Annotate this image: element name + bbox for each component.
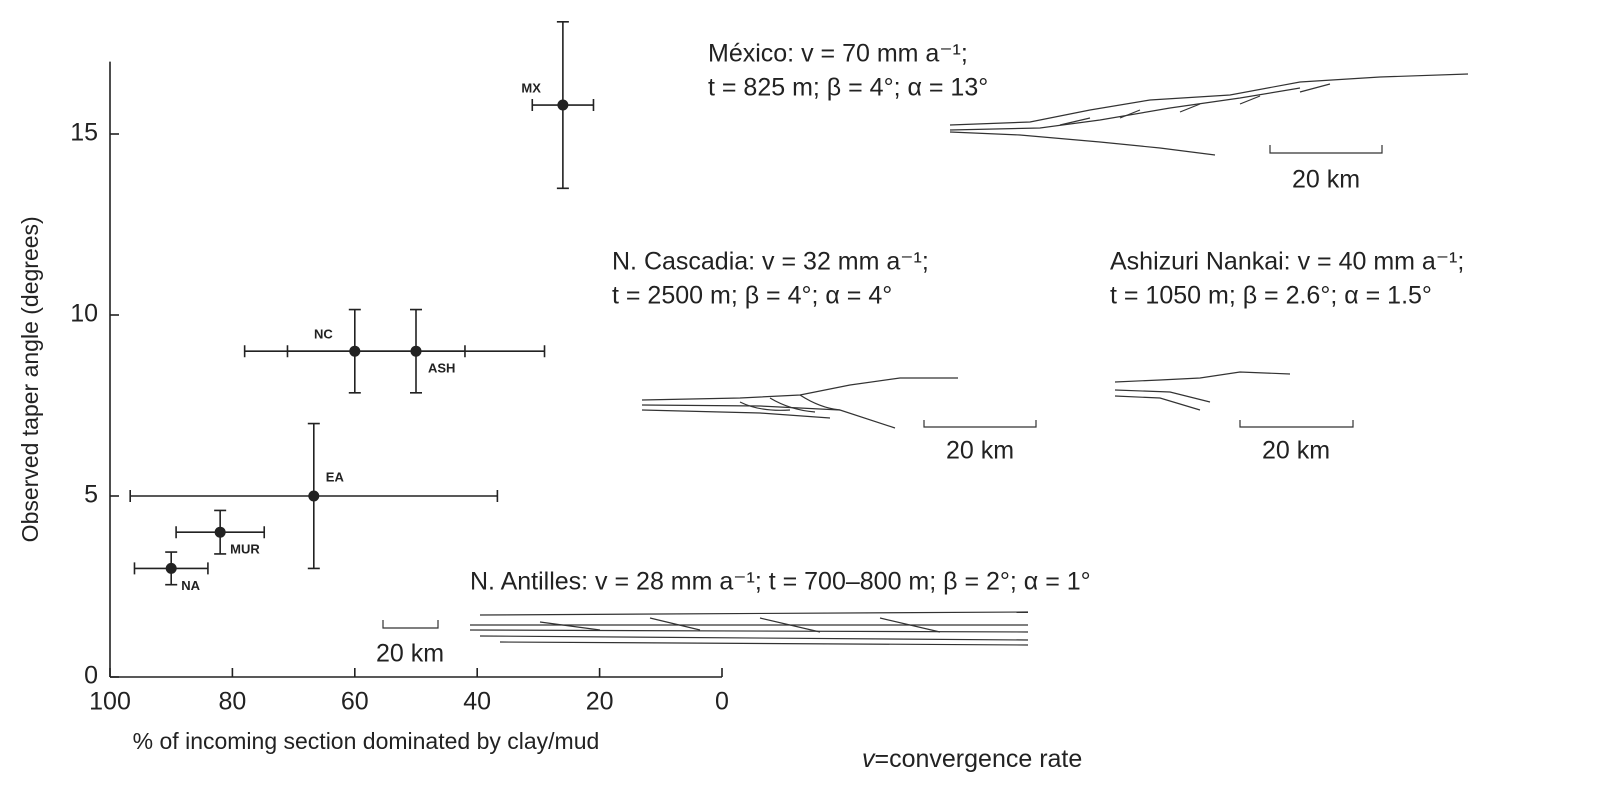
- sketch-antilles: [383, 612, 1028, 645]
- x-tick-label: 100: [89, 688, 131, 716]
- point-label: MUR: [230, 542, 260, 557]
- point-label: NA: [181, 578, 200, 593]
- annotation: Ashizuri Nankai: v = 40 mm a⁻¹;: [1110, 248, 1464, 276]
- point-label: NC: [314, 327, 333, 342]
- annotation: t = 2500 m; β = 4°; α = 4°: [612, 282, 892, 310]
- note-text: =convergence rate: [875, 745, 1083, 773]
- y-tick-label: 5: [84, 481, 98, 509]
- point: [411, 346, 422, 357]
- x-tick-label: 0: [715, 688, 729, 716]
- scale-label: 20 km: [1262, 437, 1330, 465]
- point-label: ASH: [428, 361, 455, 376]
- sketch-mexico: [950, 74, 1468, 155]
- scale-label: 20 km: [946, 437, 1014, 465]
- point-label: MX: [521, 80, 541, 95]
- annotation: México: v = 70 mm a⁻¹;: [708, 40, 968, 68]
- sketch-nankai: [1115, 372, 1353, 427]
- annotation: N. Cascadia: v = 32 mm a⁻¹;: [612, 248, 929, 276]
- x-tick-label: 60: [341, 688, 369, 716]
- point: [308, 491, 319, 502]
- sketch-cascadia: [642, 378, 1036, 428]
- y-axis-label: Observed taper angle (degrees): [17, 216, 43, 542]
- annotation: t = 825 m; β = 4°; α = 13°: [708, 74, 988, 102]
- annotation: t = 1050 m; β = 2.6°; α = 1.5°: [1110, 282, 1432, 310]
- scale-label: 20 km: [1292, 166, 1360, 194]
- annotation: N. Antilles: v = 28 mm a⁻¹; t = 700–800 …: [470, 568, 1091, 596]
- x-tick-label: 40: [463, 688, 491, 716]
- point: [557, 100, 568, 111]
- point: [166, 563, 177, 574]
- x-tick-label: 20: [586, 688, 614, 716]
- chart: v=convergence rate 0 5 10 15 100 80 60 40 20 0 % o…: [0, 0, 1624, 793]
- point-label: EA: [326, 469, 345, 484]
- x-axis-label: % of incoming section dominated by clay/…: [133, 728, 600, 754]
- y-tick-label: 10: [70, 300, 98, 328]
- scale-label: 20 km: [376, 640, 444, 668]
- point: [215, 527, 226, 538]
- x-tick-label: 80: [218, 688, 246, 716]
- y-tick-label: 15: [70, 119, 98, 147]
- y-tick-label: 0: [84, 662, 98, 690]
- note: v=convergence rate: [862, 745, 1082, 773]
